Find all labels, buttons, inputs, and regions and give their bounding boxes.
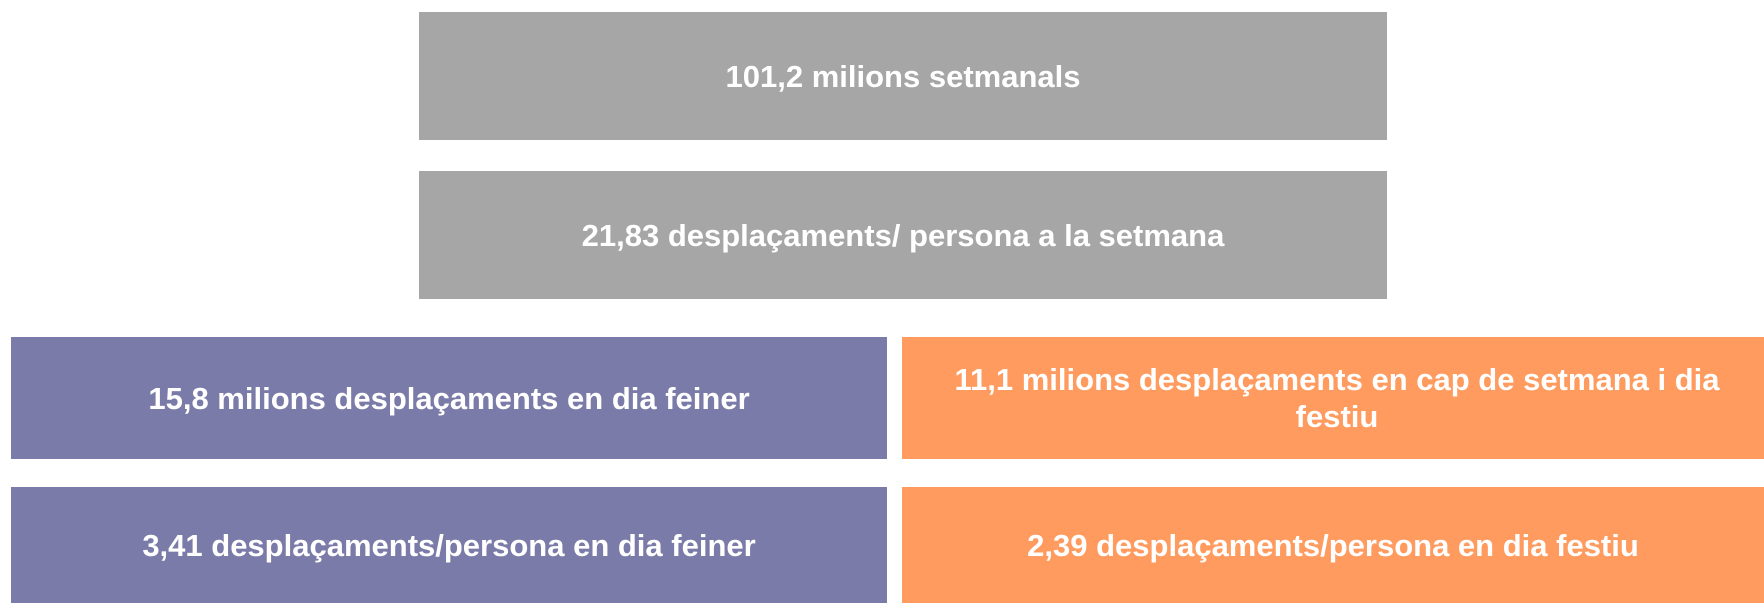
box-holiday-per-person: 2,39 desplaçaments/persona en dia festiu: [902, 487, 1764, 603]
box-weekly-total: 101,2 milions setmanals: [419, 12, 1387, 140]
box-weekday-total: 15,8 milions desplaçaments en dia feiner: [11, 337, 887, 459]
box-weekend-total: 11,1 milions desplaçaments en cap de set…: [902, 337, 1764, 459]
box-weekly-per-person: 21,83 desplaçaments/ persona a la setman…: [419, 171, 1387, 299]
box-weekday-per-person: 3,41 desplaçaments/persona en dia feiner: [11, 487, 887, 603]
